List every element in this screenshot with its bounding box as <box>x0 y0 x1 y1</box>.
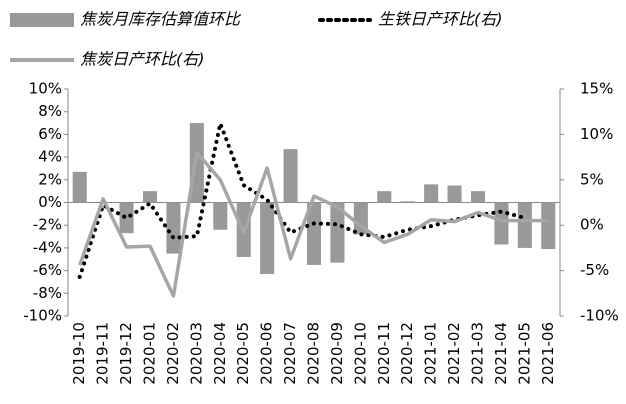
x-tick-label: 2019-11 <box>94 322 112 385</box>
bar <box>306 202 322 265</box>
x-tick-label: 2020-09 <box>328 322 346 385</box>
x-tick-label: 2020-02 <box>164 322 182 385</box>
bar <box>353 202 368 235</box>
bar <box>142 191 158 203</box>
y2-tick-label: 5% <box>580 170 604 188</box>
y-tick-label: -6% <box>33 261 62 279</box>
legend-label: 焦炭日产环比(右) <box>80 50 205 69</box>
bar <box>470 191 486 203</box>
bar <box>541 202 556 250</box>
x-tick-label: 2021-06 <box>539 322 557 385</box>
bar <box>330 202 345 263</box>
y-tick-label: 10% <box>29 80 62 98</box>
y-tick-label: -10% <box>23 307 62 325</box>
x-tick-label: 2020-10 <box>351 322 369 385</box>
y-tick-label: 2% <box>38 170 62 188</box>
bar <box>494 202 509 245</box>
x-tick-label: 2020-05 <box>234 322 252 385</box>
y2-tick-label: 0% <box>580 216 604 234</box>
bar <box>72 171 87 203</box>
bar <box>424 184 439 203</box>
x-tick-label: 2020-07 <box>281 322 299 385</box>
x-tick-label: 2021-02 <box>445 322 463 385</box>
bar <box>400 201 415 203</box>
y-tick-label: -8% <box>33 284 62 302</box>
y2-tick-label: -10% <box>580 307 619 325</box>
bar <box>517 202 532 248</box>
y2-tick-label: 10% <box>580 125 613 143</box>
x-tick-label: 2019-12 <box>117 322 135 385</box>
x-tick-label: 2020-03 <box>187 322 205 385</box>
legend-swatch <box>10 13 74 27</box>
x-tick-label: 2021-04 <box>492 322 510 385</box>
y2-tick-label: -5% <box>580 261 609 279</box>
bar <box>283 149 298 203</box>
bar <box>260 202 275 275</box>
legend-label: 生铁日产环比(右) <box>378 10 503 29</box>
x-tick-label: 2021-03 <box>469 322 487 385</box>
x-tick-label: 2021-01 <box>422 322 440 385</box>
x-tick-label: 2021-05 <box>515 322 533 385</box>
y-tick-label: 8% <box>38 102 62 120</box>
x-tick-label: 2020-11 <box>375 322 393 385</box>
x-tick-label: 2020-04 <box>211 322 229 385</box>
y-tick-label: 0% <box>38 193 62 211</box>
bar <box>213 202 228 230</box>
y-tick-label: -4% <box>33 238 62 256</box>
y-tick-label: -2% <box>33 216 62 234</box>
y-tick-label: 6% <box>38 125 62 143</box>
bar <box>447 185 462 203</box>
x-tick-label: 2020-08 <box>305 322 323 385</box>
bar <box>166 202 181 254</box>
bar <box>119 202 134 234</box>
y-tick-label: 4% <box>38 148 62 166</box>
y2-tick-label: 15% <box>580 80 613 98</box>
x-tick-label: 2020-12 <box>398 322 416 385</box>
x-tick-label: 2020-06 <box>258 322 276 385</box>
bar <box>377 191 392 203</box>
x-tick-label: 2020-01 <box>141 322 159 385</box>
line <box>78 150 549 298</box>
legend-label: 焦炭月库存估算值环比 <box>80 10 242 29</box>
x-tick-label: 2019-10 <box>70 322 88 385</box>
